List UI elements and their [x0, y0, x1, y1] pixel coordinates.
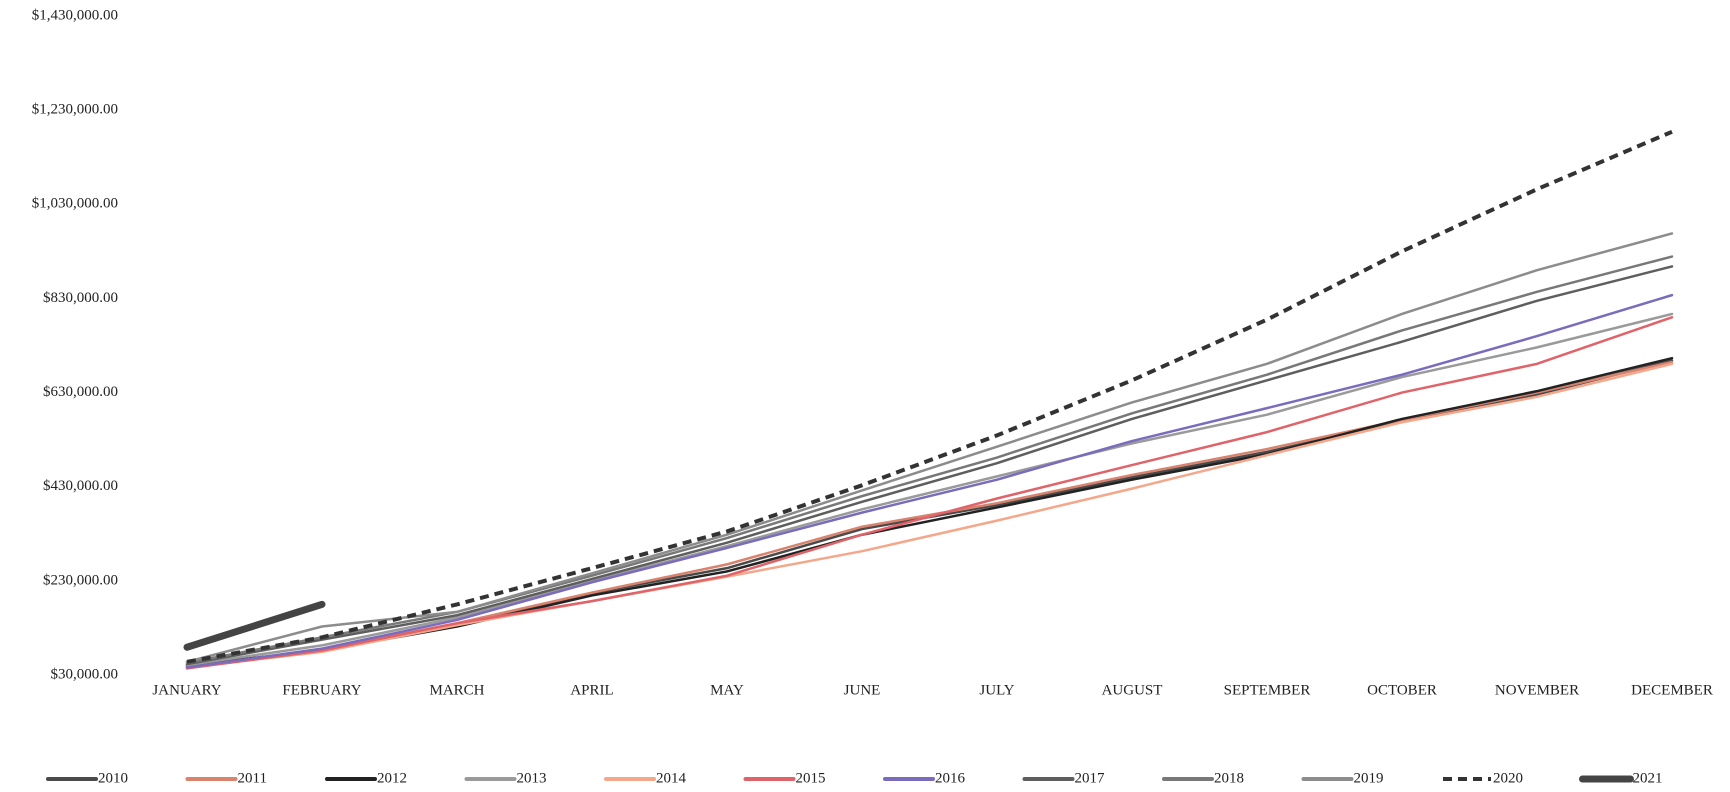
legend-label: 2014 [656, 770, 687, 786]
y-tick-label: $630,000.00 [43, 384, 118, 400]
series-line [185, 265, 1674, 666]
series-line [185, 316, 1674, 670]
legend-label: 2015 [796, 770, 826, 786]
y-tick-label: $1,430,000.00 [32, 7, 118, 23]
x-tick-label: JANUARY [152, 682, 221, 698]
x-tick-label: SEPTEMBER [1224, 682, 1311, 698]
x-tick-label: NOVEMBER [1495, 682, 1579, 698]
legend-label: 2011 [238, 770, 267, 786]
y-tick-label: $1,030,000.00 [32, 196, 118, 212]
x-tick-label: MARCH [429, 682, 484, 698]
legend-label: 2010 [98, 770, 128, 786]
y-tick-label: $430,000.00 [43, 478, 118, 494]
legend-label: 2020 [1493, 770, 1523, 786]
series-line [185, 255, 1674, 665]
series-line [185, 232, 1674, 664]
x-tick-label: FEBRUARY [282, 682, 361, 698]
x-tick-label: DECEMBER [1631, 682, 1713, 698]
y-tick-label: $830,000.00 [43, 290, 118, 306]
x-tick-label: JULY [979, 682, 1014, 698]
legend-label: 2018 [1214, 770, 1244, 786]
series-line [185, 362, 1674, 669]
series-line [185, 312, 1674, 667]
legend-label: 2012 [377, 770, 407, 786]
series-line [185, 356, 1674, 667]
y-tick-label: $230,000.00 [43, 572, 118, 588]
series-line [186, 129, 1673, 664]
x-tick-label: APRIL [570, 682, 613, 698]
series-line [185, 293, 1674, 669]
x-tick-label: AUGUST [1102, 682, 1163, 698]
y-tick-label: $1,230,000.00 [32, 102, 118, 118]
x-tick-label: MAY [710, 682, 744, 698]
legend-label: 2016 [935, 770, 966, 786]
legend-label: 2019 [1354, 770, 1384, 786]
legend-label: 2017 [1075, 770, 1106, 786]
legend-label: 2013 [517, 770, 547, 786]
series-line [183, 600, 326, 651]
x-tick-label: OCTOBER [1367, 682, 1437, 698]
x-tick-label: JUNE [844, 682, 881, 698]
y-tick-label: $30,000.00 [51, 666, 119, 682]
legend-label: 2021 [1633, 770, 1663, 786]
